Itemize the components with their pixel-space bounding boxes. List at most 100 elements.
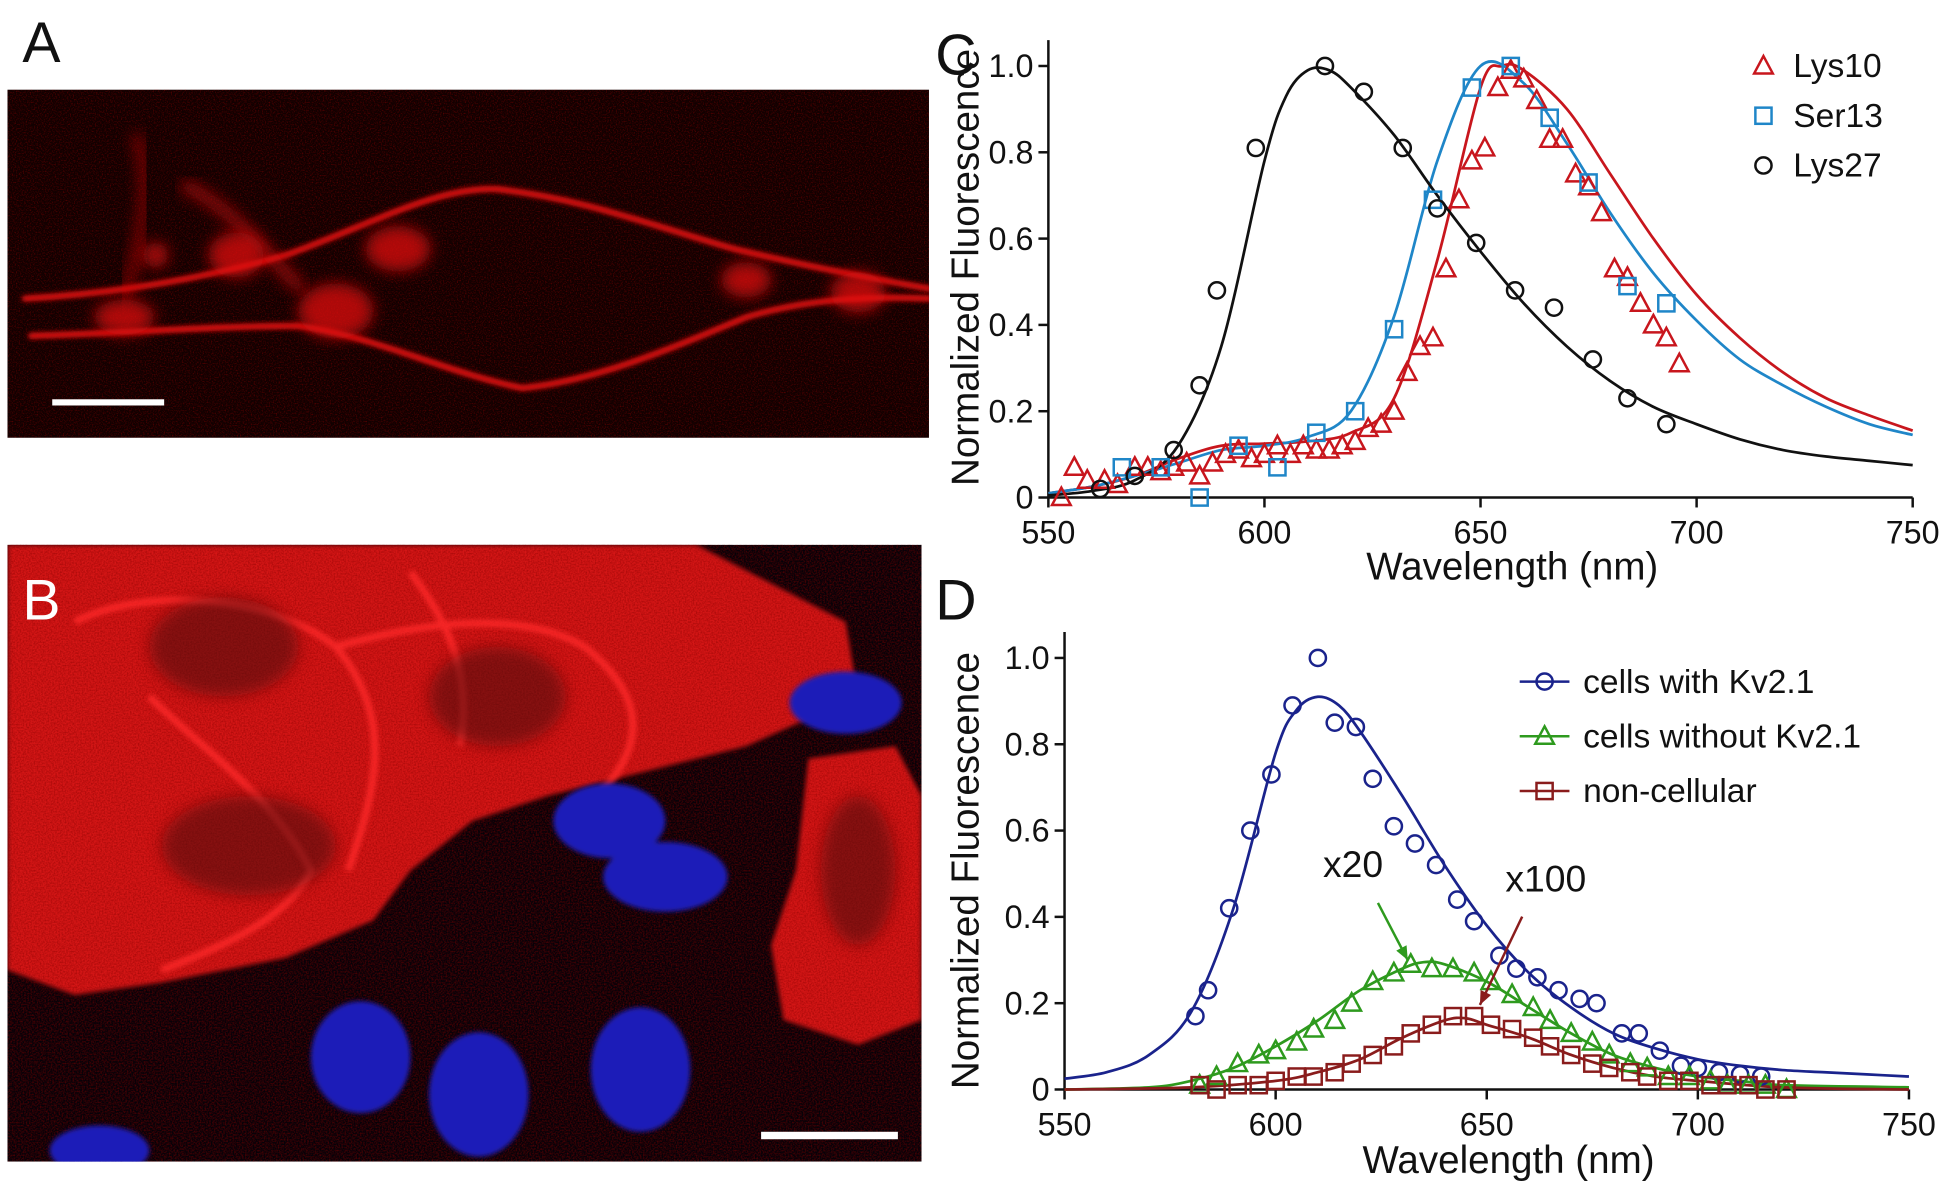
marker-circle [1426,855,1446,875]
marker-triangle [1538,1007,1562,1030]
marker-square [1502,1019,1522,1039]
y-tick-label: 0.8 [1005,726,1050,762]
marker-square [1151,457,1171,477]
marker-triangle [1323,1007,1347,1030]
panel-label: B [22,568,60,632]
marker-square [1268,457,1287,477]
marker-circle [1308,648,1328,668]
marker-triangle [1062,454,1086,477]
marker-circle [1393,138,1413,158]
marker-triangle [1395,359,1419,382]
marker-square [1443,1006,1463,1026]
legend-label: Lys10 [1793,48,1881,85]
marker-triangle [1382,398,1406,420]
marker-circle [1570,989,1589,1009]
marker-square [1249,1075,1269,1095]
marker-circle [1587,993,1606,1013]
marker-triangle [1678,1063,1701,1086]
marker-triangle [1473,135,1497,157]
marker-triangle [1266,433,1289,455]
annotation-arrowhead [1396,945,1408,961]
marker-circle [1219,898,1239,918]
marker-circle [1164,440,1184,460]
marker-circle [1464,911,1484,931]
marker-circle [1447,890,1467,909]
marker-triangle [1486,74,1510,97]
marker-square [1306,423,1326,443]
marker-square [1756,1080,1775,1099]
marker-triangle [1603,256,1626,278]
fit-curve [1048,60,1914,495]
annotation-arrow [1478,916,1524,1006]
marker-circle [1346,717,1366,737]
x-tick-label: 650 [1460,1107,1514,1143]
marker-triangle [1525,87,1549,110]
marker-circle [1090,479,1110,499]
marker-triangle [1667,351,1691,373]
marker-triangle [1479,969,1503,991]
marker-square [1401,1024,1421,1043]
scale-bar [52,399,165,406]
marker-triangle [1551,126,1575,149]
legend-label: cells without Kv2.1 [1583,718,1861,755]
marker-triangle [1462,960,1486,982]
marker-triangle [1635,1055,1659,1077]
marker-triangle [1075,467,1099,489]
marker-triangle [1656,1063,1680,1086]
x-tick-label: 650 [1454,515,1508,551]
marker-square [1561,1045,1581,1065]
marker-triangle [1434,256,1458,278]
marker-triangle [1447,187,1471,209]
panel-label: C [935,24,976,88]
marker-square [1228,1075,1247,1095]
marker-square [1229,436,1248,456]
marker-triangle [1500,981,1524,1004]
marker-square [1422,1015,1442,1035]
y-tick-label: 0.2 [988,393,1033,429]
marker-circle [1657,414,1676,434]
panel-label: A [22,11,61,75]
marker-triangle [1460,148,1484,170]
marker-triangle [1421,325,1445,347]
marker-triangle [1754,1072,1777,1094]
marker-triangle [1285,1029,1309,1051]
y-tick-label: 0.4 [988,307,1033,343]
panel-label: D [935,568,976,632]
marker-triangle [1577,174,1600,196]
marker-square [1112,457,1132,477]
legend-label: Lys27 [1793,148,1881,185]
marker-triangle [1654,325,1678,347]
marker-square [1718,1075,1737,1095]
marker-triangle [1512,66,1536,88]
marker-circle [1325,713,1345,733]
marker-square [1304,1067,1323,1086]
marker-square [1363,1045,1383,1065]
marker-triangle [1559,1020,1583,1043]
marker-square [1777,1080,1796,1099]
marker-circle [1354,82,1374,102]
marker-triangle [1361,969,1385,991]
legend-marker [1533,723,1556,746]
marker-triangle [1247,1042,1271,1064]
marker-square [1540,1037,1560,1056]
micrograph-b [7,544,922,1162]
y-tick-label: 0 [1032,1072,1050,1108]
legend-marker [1754,106,1773,126]
fit-curve [1048,66,1913,497]
legend-marker [1535,781,1554,801]
x-tick-label: 700 [1671,1107,1725,1143]
marker-triangle [1226,1051,1250,1073]
marker-triangle [1597,1042,1621,1064]
marker-triangle [1302,1016,1326,1038]
marker-triangle [1205,1063,1228,1086]
marker-circle [1405,834,1425,853]
marker-triangle [1499,57,1523,80]
marker-circle [1262,765,1281,784]
x-axis-label: Wavelength (nm) [1366,546,1658,589]
marker-triangle [1618,1051,1642,1073]
legend-marker [1752,53,1775,75]
marker-square [1579,173,1598,192]
y-tick-label: 0.6 [988,221,1033,257]
legend-marker [1535,672,1554,691]
y-tick-label: 0.2 [1005,985,1050,1021]
